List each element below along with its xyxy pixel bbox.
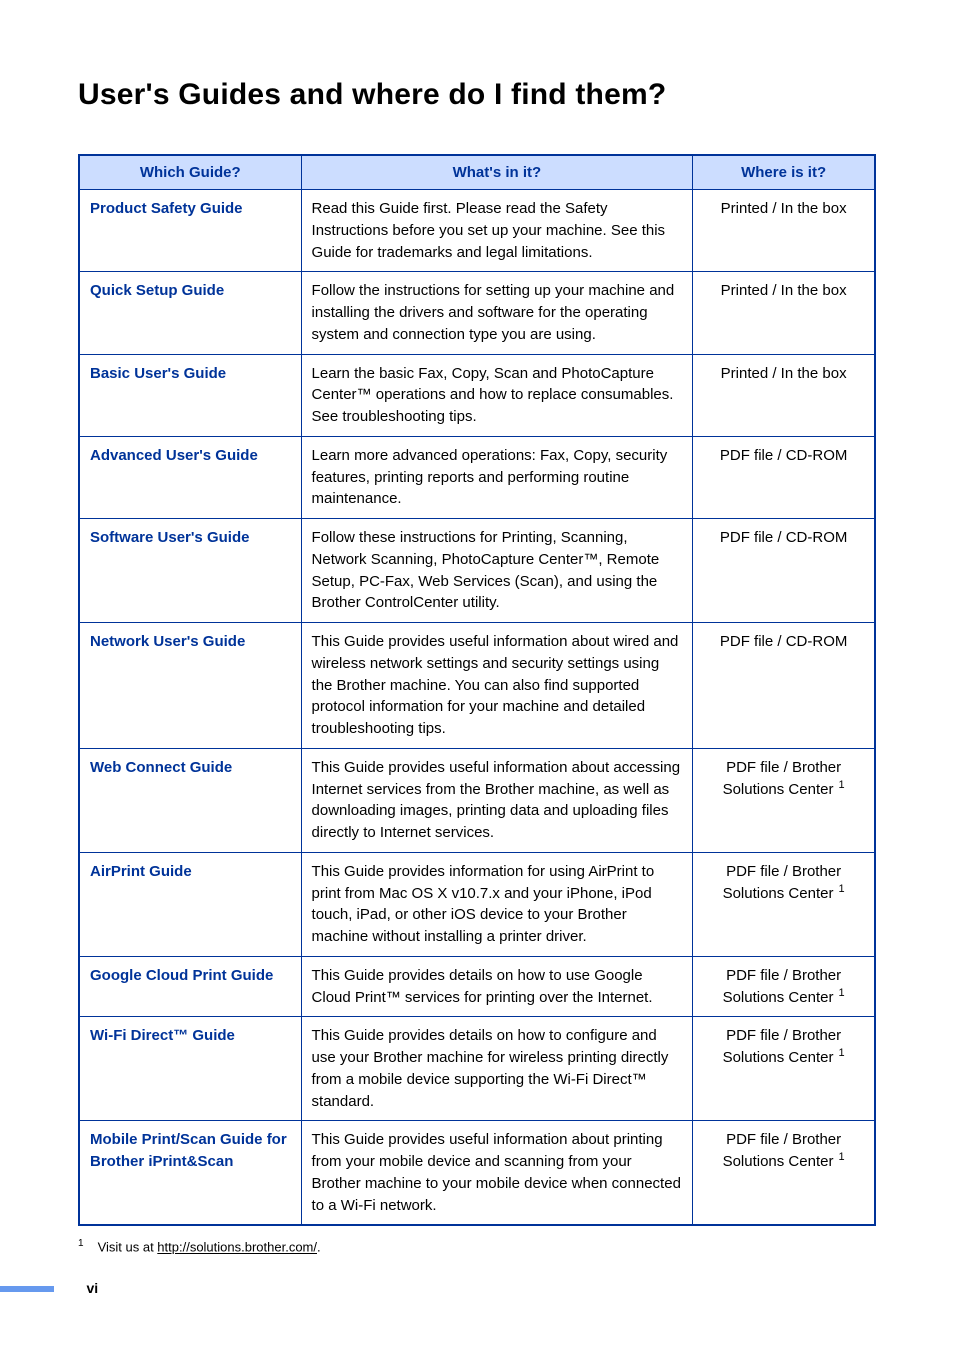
guide-name-cell: Basic User's Guide <box>79 354 301 436</box>
guide-name-cell: Quick Setup Guide <box>79 272 301 354</box>
footnote-ref: 1 <box>835 987 844 999</box>
guide-description-cell: Follow these instructions for Printing, … <box>301 519 693 623</box>
guide-description-cell: Read this Guide first. Please read the S… <box>301 190 693 272</box>
footnote: 1 Visit us at http://solutions.brother.co… <box>78 1238 876 1254</box>
guide-name-cell: Product Safety Guide <box>79 190 301 272</box>
guide-description-cell: Learn the basic Fax, Copy, Scan and Phot… <box>301 354 693 436</box>
guide-name-cell: Web Connect Guide <box>79 748 301 852</box>
guide-location-cell: Printed / In the box <box>693 190 875 272</box>
header-where-is-it: Where is it? <box>693 155 875 190</box>
guide-location-cell: Printed / In the box <box>693 354 875 436</box>
location-line2: Solutions Center 1 <box>703 883 864 905</box>
guide-name-cell: Software User's Guide <box>79 519 301 623</box>
guide-description-cell: This Guide provides useful information a… <box>301 623 693 749</box>
footnote-ref: 1 <box>835 1047 844 1059</box>
footnote-ref: 1 <box>835 883 844 895</box>
guide-name-cell: Wi-Fi Direct™ Guide <box>79 1017 301 1121</box>
guide-location-cell: PDF file / CD-ROM <box>693 623 875 749</box>
location-line2: Solutions Center 1 <box>703 779 864 801</box>
table-row: Network User's GuideThis Guide provides … <box>79 623 875 749</box>
guide-location-cell: Printed / In the box <box>693 272 875 354</box>
table-row: Web Connect GuideThis Guide provides use… <box>79 748 875 852</box>
guide-name-cell: AirPrint Guide <box>79 852 301 956</box>
header-which-guide: Which Guide? <box>79 155 301 190</box>
footer-accent-bar <box>0 1286 54 1292</box>
location-line2: Solutions Center 1 <box>703 1151 864 1173</box>
table-row: Mobile Print/Scan Guide for Brother iPri… <box>79 1121 875 1226</box>
guides-table: Which Guide? What's in it? Where is it? … <box>78 154 876 1226</box>
location-line1: PDF file / Brother <box>726 967 841 984</box>
guide-location-cell: PDF file / Brother Solutions Center 1 <box>693 748 875 852</box>
page-title: User's Guides and where do I find them? <box>78 78 876 112</box>
table-row: Basic User's GuideLearn the basic Fax, C… <box>79 354 875 436</box>
guide-location-cell: PDF file / Brother Solutions Center 1 <box>693 1121 875 1226</box>
location-line2: Solutions Center 1 <box>703 1047 864 1069</box>
table-row: AirPrint GuideThis Guide provides inform… <box>79 852 875 956</box>
guide-location-cell: PDF file / CD-ROM <box>693 519 875 623</box>
header-whats-in-it: What's in it? <box>301 155 693 190</box>
footnote-prefix: Visit us at <box>98 1240 158 1255</box>
location-line1: PDF file / Brother <box>726 759 841 776</box>
guide-name-cell: Network User's Guide <box>79 623 301 749</box>
page-footer: vi <box>0 1280 954 1298</box>
location-line1: PDF file / Brother <box>726 1131 841 1148</box>
guide-name-cell: Google Cloud Print Guide <box>79 956 301 1017</box>
guide-description-cell: This Guide provides details on how to us… <box>301 956 693 1017</box>
footnote-suffix: . <box>317 1240 321 1255</box>
table-row: Wi-Fi Direct™ GuideThis Guide provides d… <box>79 1017 875 1121</box>
footnote-ref: 1 <box>835 1151 844 1163</box>
footnote-link[interactable]: http://solutions.brother.com/ <box>157 1240 317 1255</box>
location-line1: PDF file / Brother <box>726 863 841 880</box>
guide-description-cell: This Guide provides useful information a… <box>301 1121 693 1226</box>
table-row: Google Cloud Print GuideThis Guide provi… <box>79 956 875 1017</box>
location-line2: Solutions Center 1 <box>703 987 864 1009</box>
table-row: Software User's GuideFollow these instru… <box>79 519 875 623</box>
guide-location-cell: PDF file / CD-ROM <box>693 436 875 518</box>
table-row: Advanced User's GuideLearn more advanced… <box>79 436 875 518</box>
guide-description-cell: This Guide provides useful information a… <box>301 748 693 852</box>
guide-location-cell: PDF file / Brother Solutions Center 1 <box>693 956 875 1017</box>
table-row: Quick Setup GuideFollow the instructions… <box>79 272 875 354</box>
table-row: Product Safety GuideRead this Guide firs… <box>79 190 875 272</box>
footnote-marker: 1 <box>78 1238 84 1249</box>
guide-name-cell: Advanced User's Guide <box>79 436 301 518</box>
document-page: User's Guides and where do I find them? … <box>0 0 954 1350</box>
guide-description-cell: This Guide provides information for usin… <box>301 852 693 956</box>
guide-description-cell: Follow the instructions for setting up y… <box>301 272 693 354</box>
location-line1: PDF file / Brother <box>726 1027 841 1044</box>
guide-description-cell: Learn more advanced operations: Fax, Cop… <box>301 436 693 518</box>
guide-location-cell: PDF file / Brother Solutions Center 1 <box>693 852 875 956</box>
page-number: vi <box>86 1280 98 1296</box>
guide-description-cell: This Guide provides details on how to co… <box>301 1017 693 1121</box>
guide-location-cell: PDF file / Brother Solutions Center 1 <box>693 1017 875 1121</box>
table-header-row: Which Guide? What's in it? Where is it? <box>79 155 875 190</box>
footnote-ref: 1 <box>835 779 844 791</box>
guide-name-cell: Mobile Print/Scan Guide for Brother iPri… <box>79 1121 301 1226</box>
